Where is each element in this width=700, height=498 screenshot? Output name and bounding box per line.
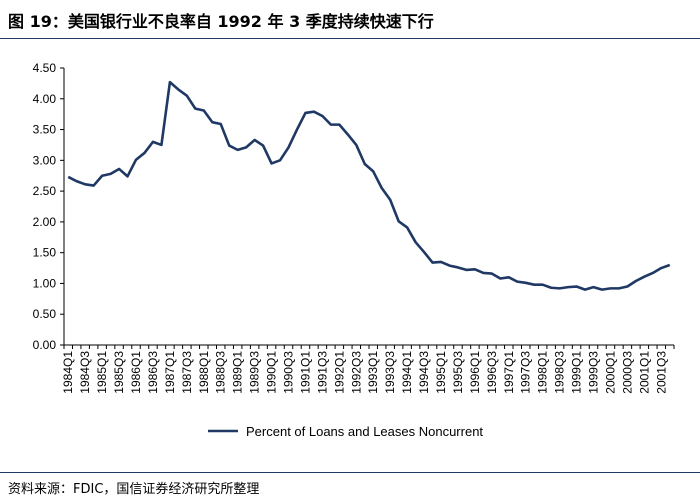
x-tick-label: 1990Q1 [265, 351, 279, 394]
x-tick-label: 1995Q3 [451, 351, 465, 394]
x-tick-label: 1998Q3 [553, 351, 567, 394]
top-rule [0, 38, 700, 39]
y-tick-label: 4.00 [33, 92, 57, 106]
y-tick-label: 3.50 [33, 123, 57, 137]
x-tick-label: 1991Q1 [298, 351, 312, 394]
x-tick-label: 1987Q3 [180, 351, 194, 394]
x-tick-label: 1994Q1 [400, 351, 414, 394]
x-tick-label: 1985Q3 [112, 351, 126, 394]
x-tick-label: 1984Q3 [78, 351, 92, 394]
y-tick-label: 0.50 [33, 307, 57, 321]
x-tick-label: 1991Q3 [315, 351, 329, 394]
y-tick-label: 0.00 [33, 338, 57, 352]
x-tick-label: 1993Q1 [366, 351, 380, 394]
y-tick-label: 1.00 [33, 276, 57, 290]
y-tick-label: 2.00 [33, 215, 57, 229]
y-tick-label: 1.50 [33, 246, 57, 260]
x-tick-label: 1996Q1 [468, 351, 482, 394]
x-tick-label: 2000Q3 [620, 351, 634, 394]
x-tick-label: 1999Q3 [587, 351, 601, 394]
x-tick-label: 1989Q1 [231, 351, 245, 394]
x-tick-label: 1997Q3 [519, 351, 533, 394]
plot-area [67, 80, 671, 291]
x-tick-label: 1990Q3 [282, 351, 296, 394]
x-tick-label: 1999Q1 [570, 351, 584, 394]
x-tick-label: 2001Q3 [654, 351, 668, 394]
x-tick-label: 1986Q3 [146, 351, 160, 394]
x-tick-label: 2001Q1 [637, 351, 651, 394]
x-tick-label: 1984Q1 [61, 351, 75, 394]
source-note: 资料来源：FDIC，国信证券经济研究所整理 [8, 482, 260, 497]
x-tick-label: 1985Q1 [95, 351, 109, 394]
legend: Percent of Loans and Leases Noncurrent [208, 424, 483, 439]
series-line [67, 80, 671, 291]
x-tick-label: 1992Q3 [349, 351, 363, 394]
x-tick-label: 1987Q1 [163, 351, 177, 394]
figure-title: 图 19：美国银行业不良率自 1992 年 3 季度持续快速下行 [8, 12, 434, 31]
x-tick-label: 1986Q1 [129, 351, 143, 394]
x-tick-label: 1993Q3 [383, 351, 397, 394]
x-tick-label: 1989Q3 [248, 351, 262, 394]
figure-header: 图 19：美国银行业不良率自 1992 年 3 季度持续快速下行 [0, 0, 700, 40]
x-tick-label: 1988Q3 [214, 351, 228, 394]
y-tick-label: 4.50 [33, 61, 57, 75]
x-tick-label: 1997Q1 [502, 351, 516, 394]
x-tick-label: 1994Q3 [417, 351, 431, 394]
y-axis: 0.00 0.50 1.00 1.50 2.00 2.50 3.00 3.50 4.00 4.50 [33, 61, 65, 352]
bottom-rule [0, 472, 700, 473]
x-tick-label: 2000Q1 [603, 351, 617, 394]
x-tick-label: 1995Q1 [434, 351, 448, 394]
line-chart: 0.00 0.50 1.00 1.50 2.00 2.50 3.00 3.50 4.00 4.50… [33, 61, 675, 439]
y-tick-label: 2.50 [33, 184, 57, 198]
x-tick-label: 1988Q1 [197, 351, 211, 394]
x-tick-label: 1996Q3 [485, 351, 499, 394]
x-tick-label: 1992Q1 [332, 351, 346, 394]
legend-label: Percent of Loans and Leases Noncurrent [246, 424, 483, 439]
x-tick-label: 1998Q1 [536, 351, 550, 394]
x-axis: 1984Q1 1984Q3 1985Q1 1985Q3 1986Q1 1986Q3 1987… [61, 344, 675, 394]
y-tick-label: 3.00 [33, 153, 57, 167]
